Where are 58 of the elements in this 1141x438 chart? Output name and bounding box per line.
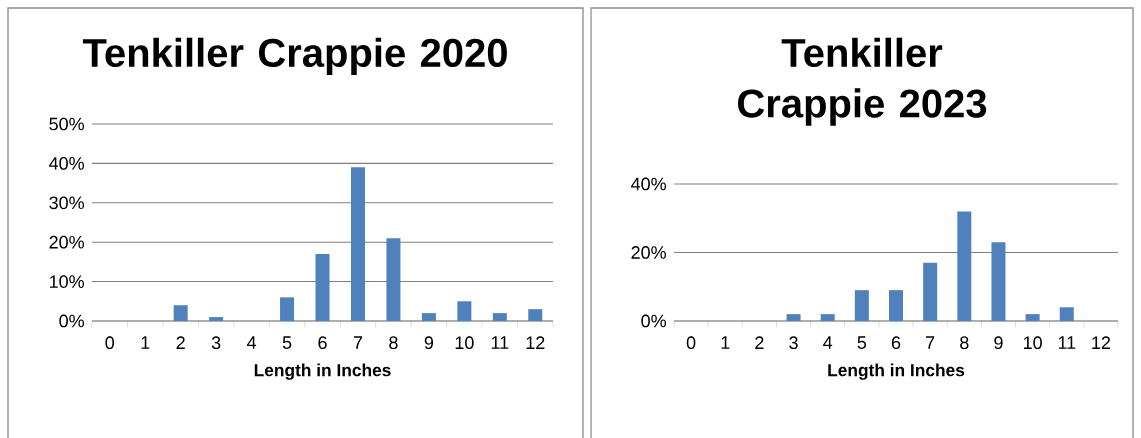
y-tick-label: 30% <box>49 196 84 210</box>
y-tick-label: 10% <box>49 275 84 288</box>
x-tick-label: 0 <box>686 336 696 350</box>
x-tick-label: 4 <box>247 336 257 349</box>
x-tick-label: 8 <box>960 336 969 350</box>
x-tick-label: 10 <box>1023 336 1042 350</box>
bar <box>315 254 330 321</box>
x-tick-label: 12 <box>1092 336 1111 349</box>
x-tick-label: 2 <box>176 336 185 349</box>
x-tick-label: 10 <box>455 336 474 350</box>
x-tick-label: 7 <box>926 336 935 349</box>
bar <box>421 313 436 321</box>
bar <box>786 314 801 321</box>
x-tick-label: 9 <box>424 336 434 350</box>
x-tick-label: 6 <box>891 336 901 350</box>
bar <box>492 313 507 321</box>
y-tick-label: 40% <box>49 157 84 170</box>
y-tick-label: 0% <box>641 314 666 328</box>
bar <box>280 297 295 321</box>
x-tick-label: 1 <box>141 336 150 349</box>
y-tick-label: 0% <box>59 314 84 328</box>
bar <box>991 242 1006 321</box>
x-tick-label: 2 <box>755 336 764 349</box>
bar <box>957 211 972 321</box>
bar <box>457 301 472 321</box>
bar <box>1025 314 1040 321</box>
bar <box>1059 307 1074 321</box>
bar <box>889 290 904 321</box>
x-tick-label: 6 <box>318 336 327 350</box>
x-axis-title: Length in Inches <box>828 363 965 380</box>
bar <box>854 290 869 321</box>
x-tick-label: 12 <box>526 336 545 349</box>
x-tick-label: 5 <box>282 336 292 349</box>
x-tick-label: 7 <box>353 336 363 349</box>
x-tick-label: 4 <box>823 336 833 349</box>
x-tick-label: 3 <box>789 336 798 350</box>
chart-title: Tenkiller Crappie 2023 <box>738 37 987 126</box>
bar <box>386 238 401 321</box>
bar <box>820 314 835 321</box>
y-tick-label: 20% <box>631 246 666 259</box>
x-axis-title: Length in Inches <box>254 363 391 380</box>
bar <box>209 317 224 321</box>
x-tick-label: 11 <box>491 336 509 349</box>
chart-title: Tenkiller Crappie 2020 <box>82 37 507 75</box>
bar <box>528 309 543 321</box>
x-tick-label: 9 <box>994 336 1003 350</box>
y-tick-label: 40% <box>631 177 666 191</box>
bar <box>350 167 365 321</box>
bar <box>923 262 938 321</box>
bar <box>173 305 188 321</box>
x-tick-label: 0 <box>105 336 115 350</box>
x-tick-label: 11 <box>1058 336 1076 349</box>
y-tick-label: 20% <box>49 235 84 249</box>
x-tick-label: 3 <box>211 336 221 350</box>
y-tick-label: 50% <box>49 117 84 131</box>
x-tick-label: 5 <box>857 336 867 349</box>
x-tick-label: 8 <box>389 336 398 350</box>
x-tick-label: 1 <box>721 336 730 349</box>
